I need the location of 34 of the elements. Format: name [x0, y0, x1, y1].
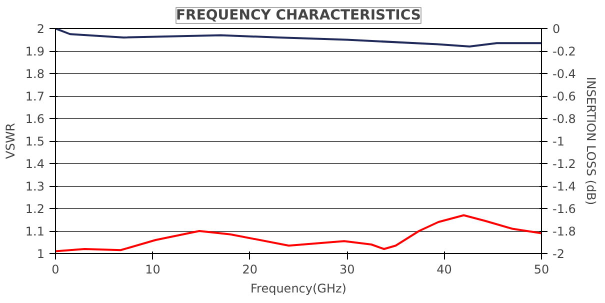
y-tick-label: 1.6	[25, 112, 45, 126]
y2-tick-label: 0	[552, 22, 560, 36]
y2-tick-label: -0.4	[552, 67, 576, 81]
x-tick-label: 50	[534, 262, 550, 276]
y2-tick-label: -0.8	[552, 112, 576, 126]
y2-tick-label: -1.6	[552, 202, 576, 216]
y-tick-label: 1.7	[25, 90, 45, 104]
y2-tick-label: -1	[552, 134, 564, 148]
y-tick-label: 1.5	[25, 134, 45, 148]
x-axis-title: Frequency(GHz)	[250, 282, 346, 296]
line-series	[56, 28, 542, 48]
chart-title: FREQUENCY CHARACTERISTICS	[176, 8, 422, 24]
y-tick-label: 1.8	[25, 67, 45, 81]
y2-tick-label: -0.2	[552, 44, 576, 58]
x-tick-label: 10	[145, 262, 160, 276]
x-tick-label: 0	[52, 262, 60, 276]
x-tick-label: 30	[339, 262, 355, 276]
y2-axis-title: INSERTION LOSS (dB)	[584, 76, 598, 206]
y-axis-title: VSWR	[3, 122, 18, 160]
y2-tick-label: -1.8	[552, 224, 576, 238]
y-tick-label: 1	[36, 247, 45, 261]
y-tick-label: 1.3	[25, 180, 45, 194]
y-tick-label: 1.2	[25, 202, 45, 216]
y2-tick-label: -1.4	[552, 180, 576, 194]
y-tick-label: 2	[36, 22, 45, 36]
y-tick-label: 1.4	[25, 157, 45, 171]
x-tick-label: 40	[436, 262, 452, 276]
y-tick-label: 1.9	[25, 44, 45, 58]
x-tick-label: 20	[242, 262, 258, 276]
line-series	[56, 214, 542, 252]
y-tick-label: 1.1	[25, 224, 45, 238]
y2-tick-label: -0.6	[552, 90, 576, 104]
y2-tick-label: -1.2	[552, 157, 576, 171]
y2-tick-label: -2	[552, 247, 564, 261]
